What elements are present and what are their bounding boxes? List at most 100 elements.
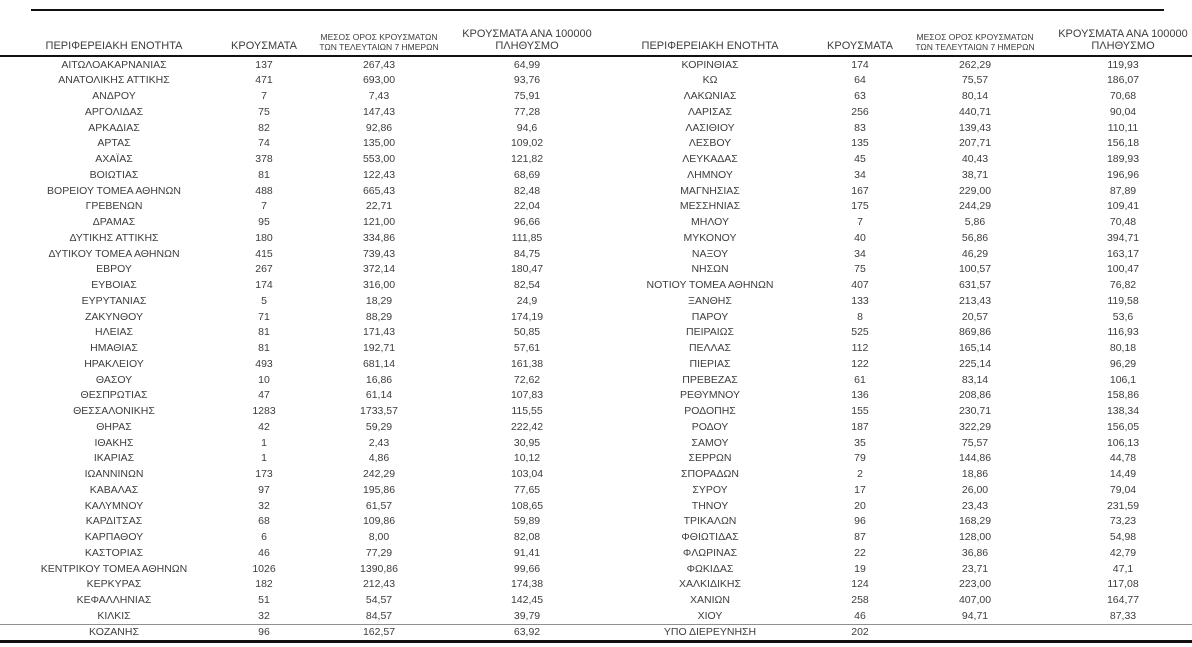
cases-cell: 68 <box>258 515 270 528</box>
region-cell: ΚΕΡΚΥΡΑΣ <box>86 578 142 591</box>
table-row: ΚΟΖΑΝΗΣ 96 162,57 63,92 <box>0 624 596 640</box>
region-cell: ΑΡΤΑΣ <box>97 137 131 150</box>
per100k-cell: 108,65 <box>510 499 544 512</box>
cases-cell: 471 <box>255 74 273 87</box>
region-cell: ΧΑΛΚΙΔΙΚΗΣ <box>679 578 741 591</box>
avg7-cell: 46,29 <box>961 247 989 260</box>
per100k-cell: 54,98 <box>1109 531 1137 544</box>
table-row: ΓΡΕΒΕΝΩΝ 7 22,71 22,04 <box>0 199 596 215</box>
avg7-cell: 40,43 <box>961 153 989 166</box>
column-header-per100k: ΚΡΟΥΣΜΑΤΑ ΑΝΑ 100000 ΠΛΗΘΥΣΜΟ <box>1054 28 1192 53</box>
region-cell: ΘΑΣΟΥ <box>95 373 133 386</box>
table-row: ΒΟΙΩΤΙΑΣ 81 122,43 68,69 <box>0 167 596 183</box>
region-cell: ΚΑΡΔΙΤΣΑΣ <box>85 515 143 528</box>
table-row: ΡΟΔΟΠΗΣ 155 230,71 138,34 <box>596 404 1192 420</box>
cases-cell: 136 <box>851 389 869 402</box>
cases-cell: 173 <box>255 468 273 481</box>
cases-cell: 96 <box>258 626 270 639</box>
per100k-cell: 103,04 <box>510 468 544 481</box>
per100k-cell: 47,1 <box>1112 562 1134 575</box>
per100k-cell: 156,05 <box>1106 420 1140 433</box>
avg7-cell: 94,71 <box>961 609 989 622</box>
per100k-cell: 164,77 <box>1106 594 1140 607</box>
table-row: ΙΘΑΚΗΣ 1 2,43 30,95 <box>0 435 596 451</box>
table-row: ΑΝΑΤΟΛΙΚΗΣ ΑΤΤΙΚΗΣ 471 693,00 93,76 <box>0 73 596 89</box>
region-cell: ΚΑΒΑΛΑΣ <box>89 483 139 496</box>
region-cell: ΛΕΥΚΑΔΑΣ <box>682 153 738 166</box>
avg7-cell: 213,43 <box>958 294 992 307</box>
table-row: ΛΕΣΒΟΥ 135 207,71 156,18 <box>596 136 1192 152</box>
region-cell: ΚΑΣΤΟΡΙΑΣ <box>84 546 144 559</box>
region-cell: ΠΑΡΟΥ <box>691 310 729 323</box>
avg7-cell: 693,00 <box>362 74 396 87</box>
per100k-cell: 115,55 <box>511 405 543 418</box>
table-row: ΛΑΚΩΝΙΑΣ 63 80,14 70,68 <box>596 89 1192 105</box>
cases-cell: 182 <box>255 578 273 591</box>
region-cell: ΛΑΚΩΝΙΑΣ <box>683 90 737 103</box>
avg7-cell: 61,14 <box>365 389 393 402</box>
region-cell: ΤΡΙΚΑΛΩΝ <box>683 515 737 528</box>
region-cell: ΦΛΩΡΙΝΑΣ <box>682 546 738 559</box>
cases-cell: 137 <box>255 58 273 71</box>
cases-cell: 175 <box>851 200 869 213</box>
avg7-cell: 83,14 <box>961 373 989 386</box>
table-row: ΑΡΤΑΣ 74 135,00 109,02 <box>0 136 596 152</box>
cases-cell: 47 <box>258 389 270 402</box>
avg7-cell: 77,29 <box>365 546 393 559</box>
region-cell: ΚΩ <box>702 74 718 87</box>
avg7-cell: 553,00 <box>362 153 396 166</box>
per100k-cell: 100,47 <box>1106 263 1140 276</box>
region-cell: ΡΟΔΟΥ <box>691 420 729 433</box>
table-row: ΗΜΑΘΙΑΣ 81 192,71 57,61 <box>0 341 596 357</box>
cases-cell: 174 <box>255 279 273 292</box>
avg7-cell: 54,57 <box>365 594 393 607</box>
table-row: ΛΑΣΙΘΙΟΥ 83 139,43 110,11 <box>596 120 1192 136</box>
per100k-cell: 87,33 <box>1109 609 1137 622</box>
per100k-cell: 44,78 <box>1109 452 1137 465</box>
per100k-cell: 106,13 <box>1106 436 1140 449</box>
per100k-cell: 72,62 <box>513 373 541 386</box>
avg7-cell: 121,00 <box>362 216 396 229</box>
per100k-cell: 79,04 <box>1109 483 1137 496</box>
per100k-cell: 180,47 <box>510 263 544 276</box>
region-cell: ΗΜΑΘΙΑΣ <box>90 342 138 355</box>
table-row: ΘΕΣΠΡΩΤΙΑΣ 47 61,14 107,83 <box>0 388 596 404</box>
table-row: ΠΕΛΛΑΣ 112 165,14 80,18 <box>596 341 1192 357</box>
region-cell: ΘΗΡΑΣ <box>96 420 132 433</box>
per100k-cell: 30,95 <box>513 436 541 449</box>
cases-cell: 167 <box>851 184 869 197</box>
region-cell: ΚΑΡΠΑΘΟΥ <box>84 531 144 544</box>
cases-cell: 2 <box>857 468 863 481</box>
table-row: ΦΛΩΡΙΝΑΣ 22 36,86 42,79 <box>596 545 1192 561</box>
avg7-cell: 225,14 <box>958 357 992 370</box>
region-cell: ΧΑΝΙΩΝ <box>690 594 730 607</box>
avg7-cell: 665,43 <box>362 184 396 197</box>
table-row: ΡΟΔΟΥ 187 322,29 156,05 <box>596 419 1192 435</box>
table-body-left: ΑΙΤΩΛΟΑΚΑΡΝΑΝΙΑΣ 137 267,43 64,99 ΑΝΑΤΟΛΙΚΗΣ… <box>0 57 596 640</box>
cases-cell: 81 <box>258 342 270 355</box>
cases-cell: 63 <box>854 90 866 103</box>
column-header-avg7: ΜΕΣΟΣ ΟΡΟΣ ΚΡΟΥΣΜΑΤΩΝ ΤΩΝ ΤΕΛΕΥΤΑΙΩΝ 7 Η… <box>300 33 458 53</box>
table-row: ΠΙΕΡΙΑΣ 122 225,14 96,29 <box>596 356 1192 372</box>
cases-cell: 174 <box>851 58 869 71</box>
per100k-cell: 22,04 <box>513 200 541 213</box>
table-row: ΛΗΜΝΟΥ 34 38,71 196,96 <box>596 167 1192 183</box>
region-cell: ΔΡΑΜΑΣ <box>92 216 136 229</box>
avg7-cell: 162,57 <box>362 626 396 639</box>
cases-cell: 20 <box>854 499 866 512</box>
cases-cell: 46 <box>854 609 866 622</box>
table-body: ΑΙΤΩΛΟΑΚΑΡΝΑΝΙΑΣ 137 267,43 64,99 ΑΝΑΤΟΛΙΚΗΣ… <box>0 57 1192 640</box>
per100k-cell: 116,93 <box>1107 326 1139 339</box>
cases-cell: 493 <box>255 357 273 370</box>
table-row: ΗΡΑΚΛΕΙΟΥ 493 681,14 161,38 <box>0 356 596 372</box>
per100k-cell: 87,89 <box>1109 184 1137 197</box>
table-row: ΚΕΡΚΥΡΑΣ 182 212,43 174,38 <box>0 577 596 593</box>
per100k-cell: 70,48 <box>1109 216 1137 229</box>
per100k-cell: 156,18 <box>1106 137 1140 150</box>
cases-cell: 1 <box>261 436 267 449</box>
region-cell: ΗΛΕΙΑΣ <box>94 326 133 339</box>
avg7-cell: 192,71 <box>362 342 396 355</box>
cases-cell: 6 <box>261 531 267 544</box>
region-cell: ΛΑΣΙΘΙΟΥ <box>685 121 735 134</box>
cases-cell: 133 <box>851 294 869 307</box>
